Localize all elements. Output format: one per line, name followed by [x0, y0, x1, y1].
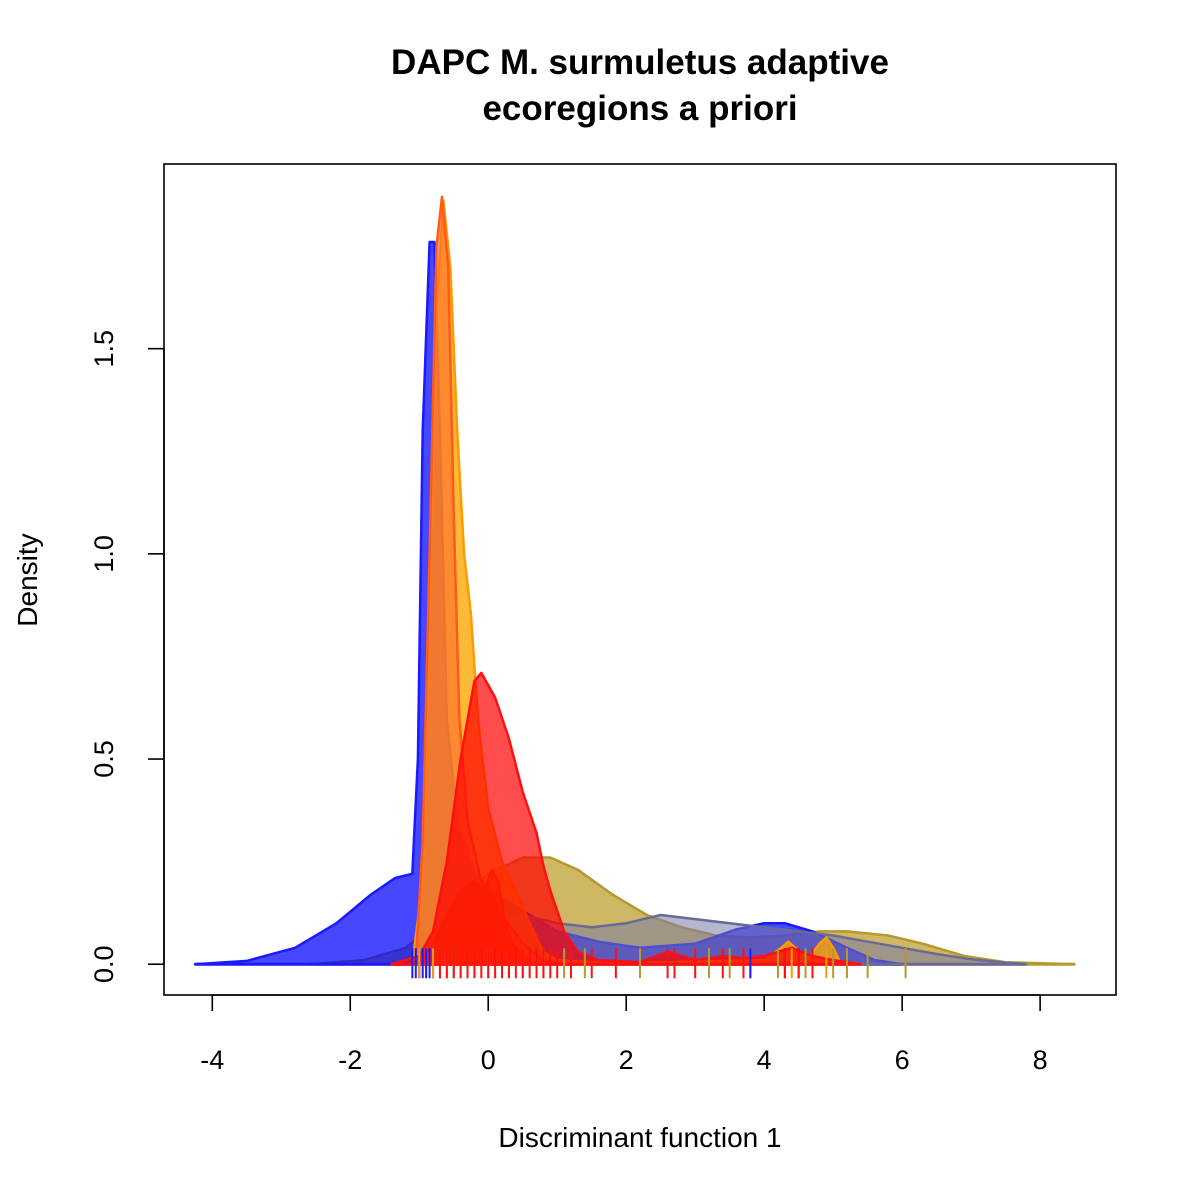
x-tick-label-4: 2 [619, 1045, 634, 1075]
y-axis: 0.0 0.5 1.0 1.5 [89, 330, 165, 983]
density-curve-2 [193, 240, 904, 966]
rug-marks [411, 948, 907, 979]
x-tick-label-6: 6 [895, 1045, 910, 1075]
density-series [193, 195, 1076, 966]
y-tick-label-4: 1.5 [89, 330, 119, 368]
chart-title-line-2: ecoregions a priori [482, 89, 797, 128]
plot-frame [163, 163, 1117, 996]
x-tick-label-7: 8 [1033, 1045, 1048, 1075]
y-tick-label-3: 1.0 [89, 535, 119, 573]
x-tick-label-3: 0 [481, 1045, 496, 1075]
y-axis-label: Density [12, 533, 43, 626]
y-tick-label-2: 0.5 [89, 740, 119, 778]
chart-title-line-1: DAPC M. surmuletus adaptive [391, 43, 889, 82]
x-axis: -4 -2 0 2 4 6 8 [200, 994, 1048, 1075]
x-tick-label-2: -2 [338, 1045, 362, 1075]
x-axis-label: Discriminant function 1 [498, 1122, 781, 1153]
x-tick-label-1: -4 [200, 1045, 224, 1075]
x-tick-label-5: 4 [757, 1045, 772, 1075]
y-tick-label-1: 0.0 [89, 945, 119, 983]
chart-title: DAPC M. surmuletus adaptive ecoregions a… [391, 43, 889, 128]
